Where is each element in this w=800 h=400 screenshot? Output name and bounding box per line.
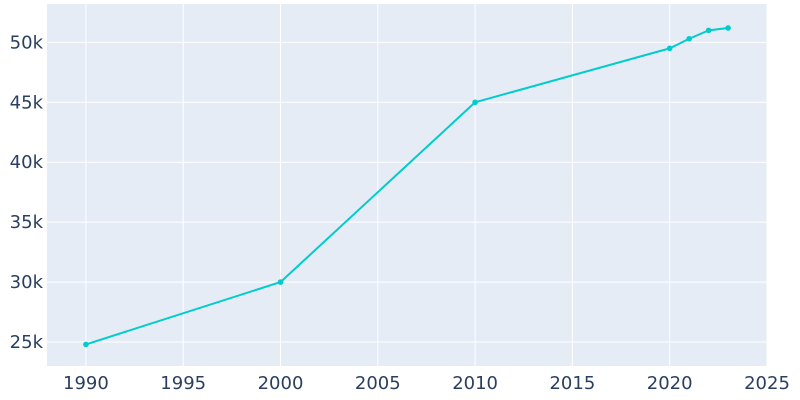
y-tick-label: 35k bbox=[10, 212, 44, 233]
y-axis-ticks: 25k 30k 35k 40k 45k 50k bbox=[10, 32, 44, 353]
x-tick-label: 2015 bbox=[549, 373, 595, 394]
x-tick-label: 1995 bbox=[160, 373, 206, 394]
y-tick-label: 45k bbox=[10, 92, 44, 113]
y-tick-label: 50k bbox=[10, 32, 44, 53]
plot-background bbox=[47, 4, 767, 366]
x-tick-label: 2025 bbox=[744, 373, 790, 394]
y-tick-label: 40k bbox=[10, 152, 44, 173]
y-tick-label: 30k bbox=[10, 272, 44, 293]
data-point bbox=[83, 341, 89, 348]
x-tick-label: 2000 bbox=[258, 373, 304, 394]
data-point bbox=[472, 99, 478, 106]
series-layer bbox=[83, 25, 731, 348]
x-tick-label: 1990 bbox=[63, 373, 109, 394]
data-point bbox=[705, 27, 712, 34]
x-tick-label: 2010 bbox=[452, 373, 498, 394]
data-point bbox=[725, 25, 731, 31]
x-tick-label: 2020 bbox=[647, 373, 693, 394]
y-tick-label: 25k bbox=[10, 332, 44, 353]
data-point bbox=[277, 279, 284, 285]
data-point bbox=[666, 45, 673, 52]
data-point bbox=[686, 35, 692, 42]
x-axis-ticks: 1990 1995 2000 2005 2010 2015 2020 2025 bbox=[63, 373, 790, 394]
grid-lines bbox=[47, 4, 768, 366]
x-tick-label: 2005 bbox=[355, 373, 401, 394]
